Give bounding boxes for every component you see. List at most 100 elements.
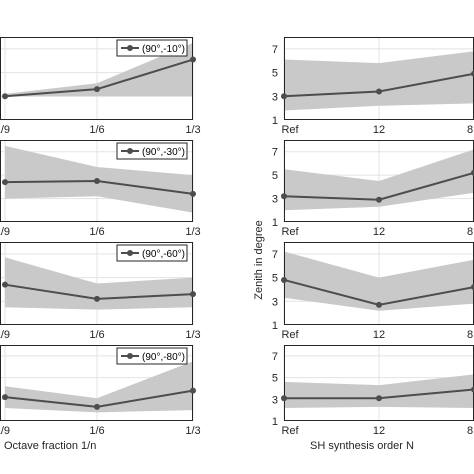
legend-box <box>116 347 188 365</box>
data-point <box>2 179 8 186</box>
legend: (90°,-60°) <box>116 244 188 262</box>
x-tick-label: 1/6 <box>89 226 104 238</box>
data-point <box>94 178 100 184</box>
y-tick-label: 7 <box>272 147 278 159</box>
y-tick-label: 5 <box>272 68 278 80</box>
data-point <box>190 291 196 298</box>
x-tick-label: Ref <box>281 124 299 136</box>
panel-right-1: Ref 12 8 1 3 5 7 <box>272 37 474 136</box>
legend-label: (90°,-30°) <box>142 147 185 158</box>
x-tick-label: 1/3 <box>185 329 200 341</box>
data-point <box>471 284 474 291</box>
data-point <box>94 86 100 93</box>
x-tick-label: 12 <box>373 329 385 341</box>
panel-left-3: 1/9 1/6 1/3 (90°,-60°) <box>0 242 201 341</box>
legend-marker <box>127 45 133 51</box>
data-point <box>281 93 287 100</box>
data-point <box>376 395 382 402</box>
x-tick-label: 1/9 <box>0 425 10 437</box>
x-tick-label: 1/9 <box>0 329 10 341</box>
data-point <box>2 394 8 401</box>
y-tick-label: 1 <box>272 320 278 332</box>
data-point <box>281 193 287 200</box>
axes-box <box>0 37 193 120</box>
y-tick-label: 1 <box>272 115 278 127</box>
data-point <box>281 276 287 283</box>
data-point <box>281 395 287 402</box>
x-tick-label: 1/6 <box>89 124 104 136</box>
y-tick-label: 1 <box>272 217 278 229</box>
panel-left-4: 1/9 1/6 1/3 (90°,-80°) Octave fraction 1/n <box>0 345 201 452</box>
y-tick-label: 3 <box>272 91 278 103</box>
x-tick-label: 1/9 <box>0 226 10 238</box>
data-point <box>471 169 474 176</box>
data-point <box>376 196 382 203</box>
x-tick-label: 12 <box>373 226 385 238</box>
x-tick-label: 1/6 <box>89 329 104 341</box>
data-point <box>94 295 100 302</box>
legend-box <box>116 142 188 160</box>
legend-box <box>116 244 188 262</box>
panel-right-4: Ref 12 8 1 3 5 7 SH synthesis order N <box>272 345 474 452</box>
confidence-band <box>5 257 193 310</box>
data-point <box>471 70 474 77</box>
data-point <box>190 56 196 63</box>
y-tick-label: 7 <box>272 44 278 56</box>
y-tick-label: 5 <box>272 170 278 182</box>
axes-box <box>0 242 193 325</box>
y-axis-label: Zenith in degree <box>253 220 265 300</box>
y-tick-label: 3 <box>272 394 278 406</box>
x-tick-label: 1/9 <box>0 124 10 136</box>
legend-label: (90°,-80°) <box>142 352 185 363</box>
y-tick-label: 1 <box>272 416 278 428</box>
data-point <box>190 387 196 394</box>
y-tick-label: 5 <box>272 373 278 385</box>
x-tick-label: 8 <box>467 425 473 437</box>
legend: (90°,-80°) <box>116 347 188 365</box>
x-tick-label: 1/3 <box>185 425 200 437</box>
x-tick-label: 12 <box>373 425 385 437</box>
panel-right-2: Ref 12 8 1 3 5 7 <box>272 140 474 238</box>
legend: (90°,-30°) <box>116 142 188 160</box>
legend-marker <box>127 148 133 154</box>
data-point <box>2 93 8 100</box>
confidence-band <box>284 149 474 211</box>
legend-label: (90°,-10°) <box>142 44 185 55</box>
axes-box <box>0 140 193 222</box>
confidence-band <box>5 42 193 97</box>
y-tick-label: 3 <box>272 296 278 308</box>
x-tick-label: Ref <box>281 329 299 341</box>
y-tick-label: 7 <box>272 249 278 261</box>
data-point <box>2 281 8 288</box>
y-tick-label: 5 <box>272 273 278 285</box>
legend-marker <box>127 250 133 256</box>
data-point <box>376 88 382 95</box>
x-tick-label: 12 <box>373 124 385 136</box>
panel-left-2: 1/9 1/6 1/3 (90°,-30°) <box>0 140 201 238</box>
confidence-band <box>284 51 474 111</box>
confidence-band <box>284 374 474 408</box>
y-tick-label: 3 <box>272 194 278 206</box>
legend-marker <box>127 353 133 359</box>
x-tick-label: Ref <box>281 226 299 238</box>
data-point <box>376 301 382 308</box>
x-tick-label: 1/3 <box>185 226 200 238</box>
x-tick-label: 1/3 <box>185 124 200 136</box>
x-axis-label: SH synthesis order N <box>310 440 414 452</box>
x-tick-label: 8 <box>467 124 473 136</box>
legend-box <box>116 39 188 57</box>
data-point <box>94 403 100 410</box>
x-axis-label: Octave fraction 1/n <box>4 440 96 452</box>
x-tick-label: Ref <box>281 425 299 437</box>
x-tick-label: 1/6 <box>89 425 104 437</box>
panel-right-3: Ref 12 8 1 3 5 7 Zenith in degree <box>253 220 474 341</box>
data-point <box>190 190 196 197</box>
y-tick-label: 7 <box>272 351 278 363</box>
axes-box <box>0 345 193 421</box>
data-point <box>471 386 474 393</box>
panel-left-1: 1/9 1/6 1/3 (90°,-10°) <box>0 37 201 136</box>
x-tick-label: 8 <box>467 226 473 238</box>
x-tick-label: 8 <box>467 329 473 341</box>
legend-label: (90°,-60°) <box>142 249 185 260</box>
